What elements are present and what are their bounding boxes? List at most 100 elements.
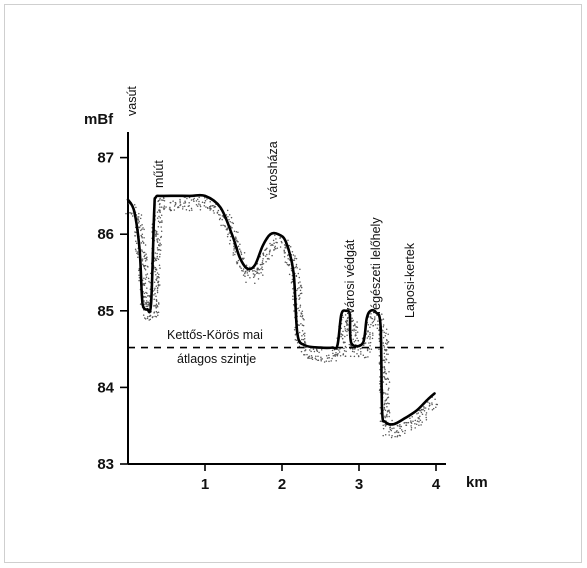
stipple-dot xyxy=(217,209,220,212)
stipple-dot xyxy=(382,381,385,383)
stipple-dot xyxy=(160,214,163,216)
stipple-dot xyxy=(257,278,260,280)
stipple-dot xyxy=(383,403,386,406)
stipple-dot xyxy=(211,205,214,207)
stipple-dot xyxy=(131,215,134,217)
stipple-dot xyxy=(388,361,390,364)
stipple-dot xyxy=(198,203,200,205)
stipple-dot xyxy=(404,432,406,435)
stipple-dot xyxy=(390,429,393,432)
stipple-dot xyxy=(377,323,379,326)
stipple-dot xyxy=(155,316,158,318)
stipple-dot xyxy=(294,257,296,259)
stipple-dot xyxy=(231,221,233,224)
stipple-dot xyxy=(354,339,357,342)
stipple-dot xyxy=(205,206,207,208)
stipple-dot xyxy=(383,408,386,410)
stipple-dot xyxy=(384,423,386,426)
stipple-dot xyxy=(272,244,274,246)
stipple-dot xyxy=(317,355,319,358)
stipple-dot xyxy=(299,304,302,307)
stipple-dot xyxy=(335,351,337,354)
stipple-dot xyxy=(384,425,387,427)
stipple-dot xyxy=(384,433,387,436)
stipple-dot xyxy=(159,267,161,269)
stipple-dot xyxy=(153,289,156,291)
stipple-dot xyxy=(169,208,172,210)
stipple-dot xyxy=(159,242,161,245)
stipple-dot xyxy=(344,328,346,330)
stipple-dot xyxy=(273,249,275,251)
stipple-dot xyxy=(224,225,226,228)
stipple-dot xyxy=(147,315,149,318)
stipple-dot xyxy=(125,212,127,215)
stipple-dot xyxy=(387,341,390,343)
stipple-dot xyxy=(347,328,349,330)
stipple-dot xyxy=(145,296,147,299)
stipple-dot xyxy=(388,431,390,433)
stipple-dot xyxy=(369,341,372,344)
stipple-dot xyxy=(190,199,193,201)
stipple-dot xyxy=(386,406,388,408)
stipple-dot xyxy=(245,281,247,283)
stipple-dot xyxy=(228,214,231,216)
stipple-dot xyxy=(344,335,346,338)
stipple-dot xyxy=(156,241,159,243)
stipple-dot xyxy=(141,223,143,226)
stipple-dot xyxy=(292,254,295,256)
stipple-dot xyxy=(388,381,391,383)
stipple-dot xyxy=(143,296,145,299)
stipple-dot xyxy=(161,220,163,222)
stipple-dot xyxy=(344,345,347,348)
stipple-dot xyxy=(218,213,220,216)
stipple-dot xyxy=(396,424,399,427)
stipple-dot xyxy=(135,231,137,234)
x-unit-label: km xyxy=(466,474,488,491)
stipple-dot xyxy=(279,246,282,248)
stipple-dot xyxy=(146,287,148,289)
stipple-dot xyxy=(288,273,291,276)
stipple-dot xyxy=(435,406,437,409)
stipple-dot xyxy=(302,333,305,336)
stipple-dot xyxy=(328,356,330,359)
stipple-dot xyxy=(394,435,396,438)
stipple-dot xyxy=(339,354,342,357)
stipple-dot xyxy=(159,216,162,219)
stipple-dot xyxy=(281,241,283,244)
stipple-dot xyxy=(246,270,248,272)
stipple-dot xyxy=(415,423,418,426)
stipple-dot xyxy=(317,359,320,361)
stipple-dot xyxy=(335,360,337,362)
stipple-dot xyxy=(288,244,291,247)
stipple-dot xyxy=(146,317,149,320)
stipple-dot xyxy=(162,199,164,202)
stipple-dot xyxy=(411,416,413,418)
stipple-dot xyxy=(186,197,188,200)
stipple-dot xyxy=(244,272,246,275)
stipple-dot xyxy=(161,221,163,224)
stipple-dot xyxy=(299,268,301,271)
stipple-dot xyxy=(155,303,158,306)
stipple-dot xyxy=(299,289,302,292)
stipple-dot xyxy=(184,201,187,204)
stipple-dot xyxy=(210,205,212,207)
stipple-dot xyxy=(138,220,140,223)
stipple-dot xyxy=(249,277,251,279)
stipple-dot xyxy=(159,210,161,213)
stipple-dot xyxy=(383,367,386,369)
stipple-dot xyxy=(371,332,374,334)
stipple-dot xyxy=(303,337,306,340)
stipple-dot xyxy=(365,356,367,359)
stipple-dot xyxy=(407,421,410,424)
stipple-dot xyxy=(318,351,320,354)
stipple-dot xyxy=(214,205,217,208)
stipple-dot xyxy=(369,336,371,338)
stipple-dot xyxy=(342,353,345,355)
stipple-dot xyxy=(356,331,359,333)
stipple-dot xyxy=(261,268,264,271)
stipple-dot xyxy=(146,273,149,275)
stipple-dot xyxy=(156,211,159,213)
stipple-dot xyxy=(158,256,161,258)
stipple-dot xyxy=(394,431,396,434)
stipple-dot xyxy=(376,327,379,329)
